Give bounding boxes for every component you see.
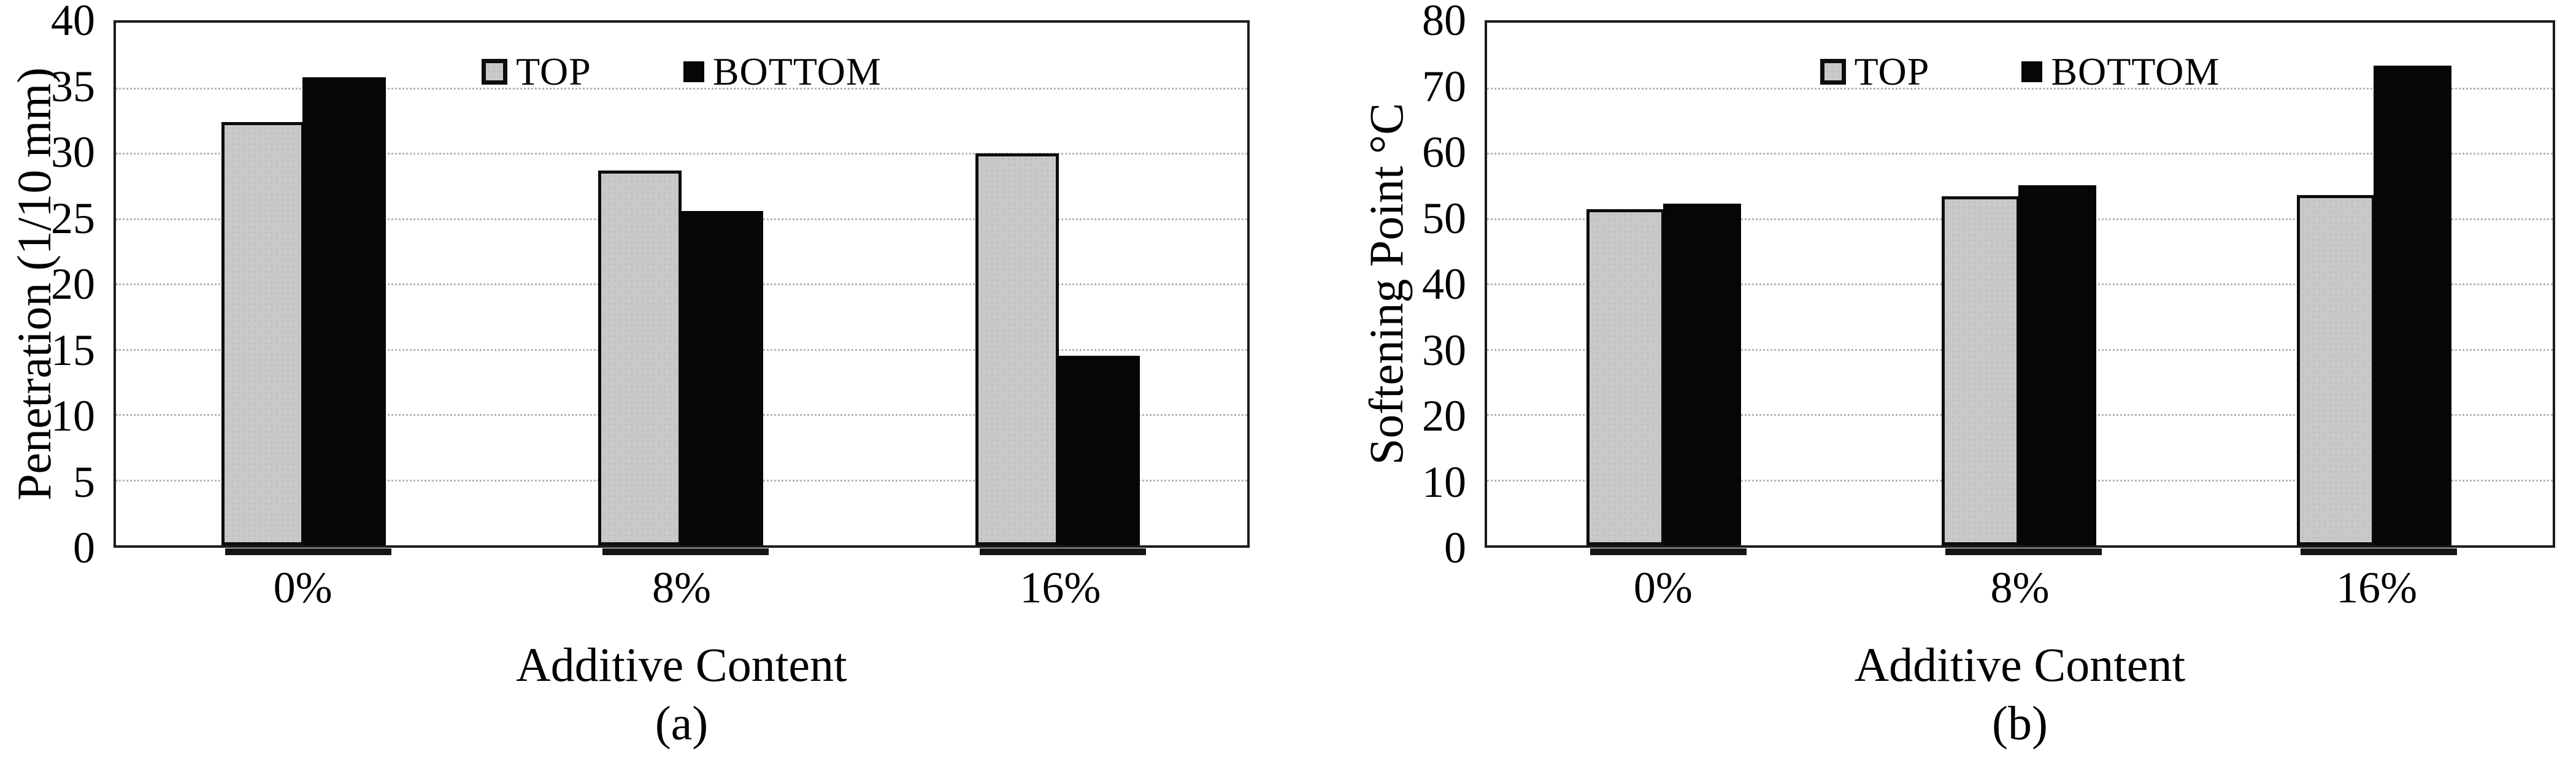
bar-bottom-8% <box>2018 185 2097 545</box>
y-tick-label-0: 0 <box>1444 523 1466 572</box>
y-tick-label-10: 10 <box>1422 457 1466 507</box>
legend-label-top: TOP <box>1854 50 1930 93</box>
y-tick-label-80: 80 <box>1422 0 1466 45</box>
y-tick-label-5: 5 <box>73 457 95 507</box>
x-axis-title-b: Additive Content <box>1854 638 2186 691</box>
legend-label-top: TOP <box>516 50 591 93</box>
bar-bottom-0% <box>302 77 386 545</box>
bar-top-16% <box>975 153 1059 545</box>
legend-label-bottom: BOTTOM <box>712 50 882 93</box>
bar-top-0% <box>221 121 305 545</box>
x-tick-label-0%: 0% <box>273 563 333 612</box>
chart-b: Softening Point °C 0 10 20 30 40 50 60 70 80 TOP… <box>1288 0 2576 760</box>
bar-bottom-8% <box>680 210 763 545</box>
y-axis-b: 0 10 20 30 40 50 60 70 80 <box>1288 0 1471 570</box>
y-tick-label-60: 60 <box>1422 128 1466 177</box>
y-tick-label-10: 10 <box>51 391 95 440</box>
legend-item-bottom: BOTTOM <box>2021 52 2220 91</box>
bar-top-16% <box>2296 195 2375 545</box>
bar-top-8% <box>598 170 682 545</box>
legend-label-bottom: BOTTOM <box>2051 50 2220 93</box>
legend-swatch-bottom-icon <box>683 61 704 82</box>
x-tick-label-16%: 16% <box>1020 563 1101 612</box>
bar-top-8% <box>1941 196 2020 545</box>
gridline-y-35 <box>116 87 1247 90</box>
legend-item-top: TOP <box>482 52 591 91</box>
legend-swatch-bottom-icon <box>2021 61 2043 82</box>
x-tick-label-8%: 8% <box>1990 563 2050 612</box>
bar-top-0% <box>1586 209 1665 545</box>
bar-group-shadow-16% <box>979 548 1146 555</box>
gridline-y-70 <box>1487 87 2553 90</box>
panel-label-a: (a) <box>655 696 709 750</box>
y-tick-label-20: 20 <box>51 259 95 309</box>
x-tick-label-0%: 0% <box>1633 563 1693 612</box>
bar-group-shadow-16% <box>2300 548 2458 555</box>
legend-item-bottom: BOTTOM <box>683 52 882 91</box>
x-axis-b: 0% 8% 16% <box>1485 566 2555 621</box>
x-axis-a: 0% 8% 16% <box>113 566 1250 621</box>
bar-group-shadow-0% <box>1590 548 1747 555</box>
plot-area-a: TOP BOTTOM <box>113 20 1250 555</box>
x-axis-title-a: Additive Content <box>516 638 847 691</box>
bar-group-shadow-8% <box>1945 548 2102 555</box>
legend-swatch-top-icon <box>1820 59 1846 85</box>
legend-b: TOP BOTTOM <box>1487 52 2553 91</box>
legend-a: TOP BOTTOM <box>116 52 1247 91</box>
plot-area-b: TOP BOTTOM <box>1485 20 2555 555</box>
bar-bottom-0% <box>1663 204 1742 545</box>
y-tick-label-50: 50 <box>1422 193 1466 243</box>
x-tick-label-16%: 16% <box>2336 563 2418 612</box>
y-tick-label-15: 15 <box>51 325 95 375</box>
y-tick-label-0: 0 <box>73 523 95 572</box>
x-tick-label-8%: 8% <box>652 563 711 612</box>
gridline-y-60 <box>1487 153 2553 155</box>
y-tick-label-70: 70 <box>1422 61 1466 111</box>
legend-item-top: TOP <box>1820 52 1930 91</box>
chart-a: Penetration (1/10 mm) 0 5 10 15 20 25 30 35 40 T… <box>0 0 1250 750</box>
y-tick-label-40: 40 <box>51 0 95 45</box>
y-tick-label-30: 30 <box>51 128 95 177</box>
y-axis-a: 0 5 10 15 20 25 30 35 40 <box>0 0 100 570</box>
y-tick-label-25: 25 <box>51 193 95 243</box>
bar-bottom-16% <box>1056 356 1140 545</box>
gridline-y-30 <box>116 153 1247 155</box>
y-tick-label-35: 35 <box>51 61 95 111</box>
y-tick-label-20: 20 <box>1422 391 1466 440</box>
y-tick-label-30: 30 <box>1422 325 1466 375</box>
bar-bottom-16% <box>2373 66 2452 545</box>
bar-group-shadow-0% <box>225 548 392 555</box>
panel-label-b: (b) <box>1992 696 2048 750</box>
y-tick-label-40: 40 <box>1422 259 1466 309</box>
legend-swatch-top-icon <box>482 59 508 85</box>
bar-group-shadow-8% <box>602 548 769 555</box>
